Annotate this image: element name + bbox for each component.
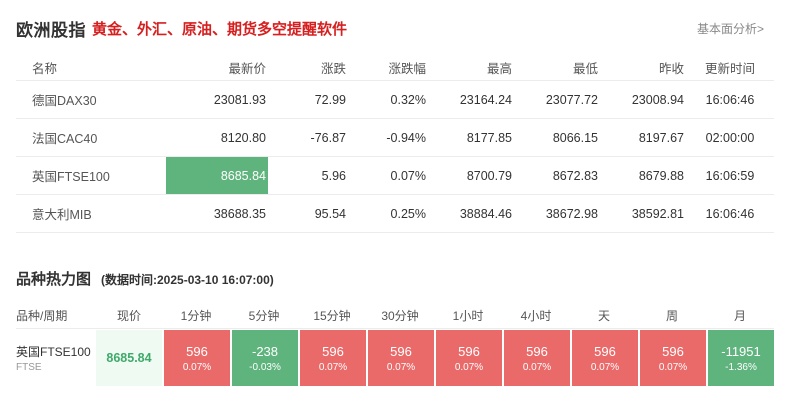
index-name[interactable]: 意大利MIB	[16, 194, 166, 233]
prev-close: 8197.67	[600, 118, 686, 157]
heat-cell-pct: 0.07%	[454, 361, 484, 373]
low-price: 23077.72	[514, 80, 600, 119]
heat-cell-value: -238	[251, 343, 279, 359]
table-row[interactable]: 德国DAX30 23081.93 72.99 0.32% 23164.24 23…	[16, 80, 774, 119]
table-row[interactable]: 英国FTSE100 8685.84 5.96 0.07% 8700.79 867…	[16, 156, 774, 195]
price-change-pct: 0.32%	[348, 80, 428, 119]
table-row[interactable]: 意大利MIB 38688.35 95.54 0.25% 38884.46 386…	[16, 194, 774, 233]
index-name[interactable]: 英国FTSE100	[16, 156, 166, 195]
col-header-low: 最低	[514, 54, 600, 81]
table-row[interactable]: 法国CAC40 8120.80 -76.87 -0.94% 8177.85 80…	[16, 118, 774, 157]
heat-cell-value: 596	[458, 343, 480, 359]
heat-col-header-instrument: 品种/周期	[16, 308, 68, 323]
heatmap-row: 英国FTSE100 FTSE 8685.84 596 0.07% -238 -0…	[16, 330, 774, 386]
heat-instrument-code: FTSE	[16, 362, 42, 373]
update-time: 16:06:46	[686, 194, 774, 233]
last-price: 23081.93	[166, 80, 268, 119]
index-name[interactable]: 法国CAC40	[16, 118, 166, 157]
heat-cell-pct: 0.07%	[386, 361, 416, 373]
promo-slogan-link[interactable]: 黄金、外汇、原油、期货多空提醒软件	[92, 20, 348, 38]
low-price: 8672.83	[514, 156, 600, 195]
index-quote-table: 名称 最新价 涨跌 涨跌幅 最高 最低 昨收 更新时间 德国DAX30 2308…	[16, 54, 774, 233]
heat-cell-week[interactable]: 596 0.07%	[640, 330, 706, 386]
high-price: 8700.79	[428, 156, 514, 195]
col-header-last: 最新价	[166, 54, 268, 81]
col-header-pct: 涨跌幅	[348, 54, 428, 81]
heat-col-header-15m: 15分钟	[313, 308, 351, 323]
heat-col-header-day: 天	[597, 308, 610, 323]
price-change-pct: 0.07%	[348, 156, 428, 195]
heat-col-header-4h: 4小时	[520, 308, 552, 323]
update-time: 02:00:00	[686, 118, 774, 157]
heat-cell-pct: 0.07%	[182, 361, 212, 373]
heat-cell-4h[interactable]: 596 0.07%	[504, 330, 570, 386]
heat-cell-value: 596	[594, 343, 616, 359]
price-change-pct: 0.25%	[348, 194, 428, 233]
prev-close: 8679.88	[600, 156, 686, 195]
heat-cell-pct: -1.36%	[725, 361, 757, 373]
heat-cell-value: 596	[526, 343, 548, 359]
heat-cell-1m[interactable]: 596 0.07%	[164, 330, 230, 386]
heat-cell-day[interactable]: 596 0.07%	[572, 330, 638, 386]
prev-close: 38592.81	[600, 194, 686, 233]
heat-col-header-30m: 30分钟	[381, 308, 419, 323]
page-title: 欧洲股指	[16, 20, 86, 40]
heat-current-price: 8685.84	[96, 330, 162, 386]
fundamental-analysis-link[interactable]: 基本面分析>	[696, 21, 764, 36]
table-header-row: 名称 最新价 涨跌 涨跌幅 最高 最低 昨收 更新时间	[16, 54, 774, 81]
heat-instrument[interactable]: 英国FTSE100 FTSE	[16, 330, 96, 386]
heat-cell-pct: 0.07%	[318, 361, 348, 373]
heat-cell-1h[interactable]: 596 0.07%	[436, 330, 502, 386]
heat-col-header-month: 月	[733, 308, 746, 323]
heat-cell-value: 596	[186, 343, 208, 359]
heat-cell-month[interactable]: -11951 -1.36%	[708, 330, 774, 386]
heat-cell-pct: -0.03%	[249, 361, 281, 373]
price-change: 72.99	[268, 80, 348, 119]
heat-col-header-price: 现价	[116, 308, 141, 323]
update-time: 16:06:59	[686, 156, 774, 195]
col-header-prev: 昨收	[600, 54, 686, 81]
col-header-name: 名称	[16, 54, 166, 81]
last-price-highlight: 8685.84	[166, 156, 268, 195]
price-change-pct: -0.94%	[348, 118, 428, 157]
heat-cell-pct: 0.07%	[658, 361, 688, 373]
heat-cell-value: 596	[662, 343, 684, 359]
heat-col-header-1h: 1小时	[452, 308, 484, 323]
prev-close: 23008.94	[600, 80, 686, 119]
col-header-time: 更新时间	[686, 54, 774, 81]
heat-cell-value: 596	[390, 343, 412, 359]
high-price: 8177.85	[428, 118, 514, 157]
last-price: 8120.80	[166, 118, 268, 157]
heat-col-header-5m: 5分钟	[248, 308, 280, 323]
heat-cell-15m[interactable]: 596 0.07%	[300, 330, 366, 386]
update-time: 16:06:46	[686, 80, 774, 119]
col-header-high: 最高	[428, 54, 514, 81]
heat-cell-pct: 0.07%	[522, 361, 552, 373]
heatmap-header-row: 品种/周期 现价 1分钟 5分钟 15分钟 30分钟 1小时 4小时 天 周 月	[16, 302, 774, 329]
heat-cell-pct: 0.07%	[590, 361, 620, 373]
heat-cell-value: -11951	[721, 343, 761, 359]
low-price: 38672.98	[514, 194, 600, 233]
heat-instrument-name: 英国FTSE100	[16, 345, 91, 359]
price-change: 95.54	[268, 194, 348, 233]
price-change: 5.96	[268, 156, 348, 195]
heat-cell-30m[interactable]: 596 0.07%	[368, 330, 434, 386]
heat-col-header-week: 周	[665, 308, 678, 323]
heat-col-header-1m: 1分钟	[180, 308, 212, 323]
heatmap-header: 品种热力图 (数据时间:2025-03-10 16:07:00)	[16, 268, 274, 292]
heat-cell-value: 596	[322, 343, 344, 359]
price-change: -76.87	[268, 118, 348, 157]
top-header: 欧洲股指 黄金、外汇、原油、期货多空提醒软件 基本面分析>	[16, 14, 764, 42]
heatmap-title: 品种热力图	[16, 271, 92, 288]
high-price: 38884.46	[428, 194, 514, 233]
last-price: 38688.35	[166, 194, 268, 233]
high-price: 23164.24	[428, 80, 514, 119]
index-name[interactable]: 德国DAX30	[16, 80, 166, 119]
heatmap-data-time: (数据时间:2025-03-10 16:07:00)	[101, 273, 274, 287]
col-header-change: 涨跌	[268, 54, 348, 81]
heat-cell-5m[interactable]: -238 -0.03%	[232, 330, 298, 386]
low-price: 8066.15	[514, 118, 600, 157]
